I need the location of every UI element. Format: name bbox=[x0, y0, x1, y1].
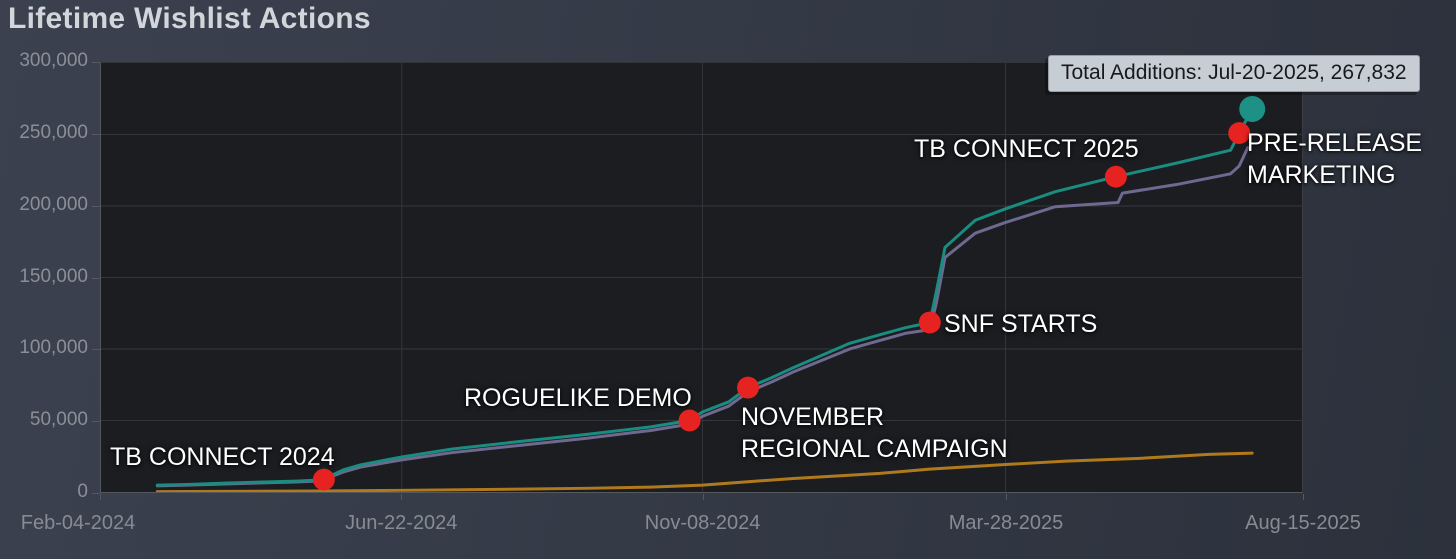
series-total-additions bbox=[155, 107, 1254, 487]
y-axis-tick bbox=[92, 277, 100, 279]
chart-plot-area[interactable] bbox=[100, 62, 1303, 493]
hover-tooltip: Total Additions: Jul-20-2025, 267,832 bbox=[1048, 55, 1420, 92]
annotation-label: SNF STARTS bbox=[944, 308, 1097, 340]
annotation-label: PRE-RELEASE MARKETING bbox=[1247, 127, 1422, 191]
annotation-label-line: NOVEMBER bbox=[741, 403, 885, 431]
y-axis-tick bbox=[92, 62, 100, 63]
annotation-label-line: TB CONNECT 2024 bbox=[110, 443, 335, 471]
x-axis-label: Feb-04-2024 bbox=[20, 512, 136, 534]
annotation-label-line: SNF STARTS bbox=[944, 310, 1098, 338]
y-axis-label: 200,000 bbox=[19, 193, 88, 215]
annotation-label-line: PRE-RELEASE bbox=[1247, 129, 1423, 157]
event-dot bbox=[918, 311, 941, 334]
x-axis-tick bbox=[702, 494, 704, 500]
x-axis-label: Aug-15-2025 bbox=[1245, 512, 1361, 534]
y-axis-tick bbox=[92, 349, 100, 351]
x-axis-tick bbox=[401, 494, 403, 500]
x-axis-label: Jun-22-2024 bbox=[345, 512, 458, 534]
x-axis-tick bbox=[1303, 494, 1304, 500]
annotation-label: TB CONNECT 2025 bbox=[914, 133, 1139, 165]
y-axis-label: 50,000 bbox=[29, 409, 88, 431]
annotation-label: NOVEMBER REGIONAL CAMPAIGN bbox=[741, 401, 1008, 465]
event-dot bbox=[737, 376, 760, 399]
annotation-label-line: TB CONNECT 2025 bbox=[914, 135, 1139, 163]
y-axis-label: 100,000 bbox=[19, 337, 88, 359]
y-axis-label: 250,000 bbox=[19, 121, 88, 143]
x-axis-tick bbox=[100, 494, 101, 500]
y-axis-tick bbox=[92, 421, 100, 423]
x-axis-tick bbox=[1006, 494, 1008, 500]
event-dot bbox=[312, 468, 335, 491]
event-dot bbox=[1228, 122, 1251, 145]
series-orange-line bbox=[155, 451, 1254, 492]
x-axis-label: Mar-28-2025 bbox=[948, 512, 1064, 534]
y-axis-tick bbox=[92, 493, 100, 494]
y-axis-label: 300,000 bbox=[19, 50, 88, 71]
page-title: Lifetime Wishlist Actions bbox=[8, 2, 371, 35]
annotation-label: ROGUELIKE DEMO bbox=[464, 382, 692, 414]
annotation-label-line: REGIONAL CAMPAIGN bbox=[741, 435, 1008, 463]
y-axis-tick bbox=[92, 133, 100, 135]
x-axis-label: Nov-08-2024 bbox=[644, 512, 761, 534]
chart-svg bbox=[101, 63, 1302, 492]
y-axis-tick bbox=[92, 205, 100, 207]
current-value-marker bbox=[1239, 96, 1266, 122]
y-axis-label: 0 bbox=[77, 481, 88, 502]
event-dot bbox=[1104, 165, 1127, 188]
y-axis-label: 150,000 bbox=[19, 265, 88, 287]
annotation-label: TB CONNECT 2024 bbox=[110, 441, 335, 473]
annotation-label-line: MARKETING bbox=[1247, 161, 1396, 189]
annotation-label-line: ROGUELIKE DEMO bbox=[464, 384, 692, 412]
event-dot bbox=[678, 409, 701, 432]
